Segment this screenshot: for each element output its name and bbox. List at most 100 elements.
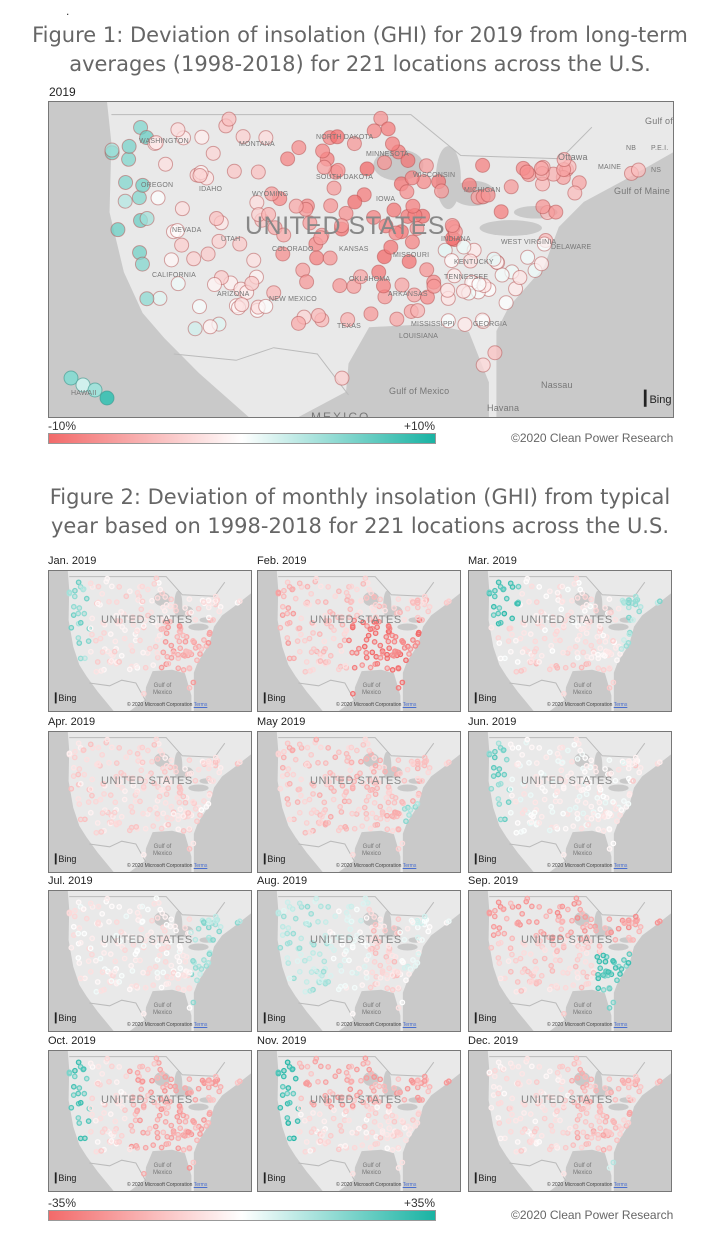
month-location-dot[interactable]	[325, 1064, 332, 1070]
month-location-dot[interactable]	[509, 935, 516, 942]
month-location-dot[interactable]	[588, 654, 595, 661]
month-location-dot[interactable]	[296, 1105, 303, 1112]
month-location-dot[interactable]	[150, 1142, 157, 1149]
location-dot[interactable]	[258, 130, 274, 146]
month-location-dot[interactable]	[414, 924, 421, 931]
month-location-dot[interactable]	[491, 754, 498, 761]
month-location-dot[interactable]	[107, 1111, 114, 1117]
month-location-dot[interactable]	[327, 928, 333, 935]
month-location-dot[interactable]	[491, 913, 498, 920]
month-location-dot[interactable]	[354, 1066, 360, 1073]
month-location-dot[interactable]	[347, 606, 354, 613]
month-location-dot[interactable]	[347, 1086, 354, 1093]
month-location-dot[interactable]	[569, 1077, 575, 1084]
month-location-dot[interactable]	[363, 915, 370, 921]
month-location-dot[interactable]	[129, 1128, 136, 1134]
month-location-dot[interactable]	[354, 1092, 360, 1099]
month-location-dot[interactable]	[636, 928, 643, 935]
month-location-dot[interactable]	[593, 1087, 599, 1094]
month-location-dot[interactable]	[488, 1104, 495, 1111]
month-location-dot[interactable]	[284, 1090, 291, 1097]
month-location-dot[interactable]	[186, 596, 193, 603]
month-location-dot[interactable]	[76, 925, 83, 931]
month-location-dot[interactable]	[573, 736, 580, 743]
month-location-dot[interactable]	[568, 1089, 574, 1096]
month-location-dot[interactable]	[580, 649, 587, 656]
month-location-dot[interactable]	[148, 929, 154, 936]
month-location-dot[interactable]	[289, 586, 296, 592]
month-location-dot[interactable]	[630, 778, 636, 784]
month-location-dot[interactable]	[597, 1125, 604, 1132]
month-location-dot[interactable]	[399, 799, 405, 805]
month-location-dot[interactable]	[290, 1090, 297, 1097]
month-location-dot[interactable]	[364, 580, 371, 586]
month-location-dot[interactable]	[600, 1132, 607, 1138]
month-location-dot[interactable]	[104, 736, 111, 743]
month-location-dot[interactable]	[351, 937, 357, 944]
month-location-dot[interactable]	[138, 926, 145, 933]
month-location-dot[interactable]	[364, 741, 371, 747]
month-location-dot[interactable]	[536, 904, 543, 910]
month-location-dot[interactable]	[567, 965, 573, 972]
month-location-dot[interactable]	[83, 1075, 90, 1082]
terms-link[interactable]: Terms	[193, 702, 208, 708]
month-location-dot[interactable]	[533, 612, 540, 619]
month-location-dot[interactable]	[495, 635, 502, 641]
month-location-dot[interactable]	[371, 639, 378, 645]
month-location-dot[interactable]	[490, 923, 497, 930]
location-dot[interactable]	[205, 145, 221, 161]
month-location-dot[interactable]	[290, 771, 297, 778]
month-location-dot[interactable]	[585, 821, 592, 828]
month-location-dot[interactable]	[602, 799, 609, 806]
month-location-dot[interactable]	[582, 1119, 589, 1125]
location-dot[interactable]	[194, 129, 210, 145]
month-location-dot[interactable]	[236, 1078, 243, 1085]
month-location-dot[interactable]	[583, 762, 590, 769]
month-location-dot[interactable]	[532, 638, 539, 645]
month-location-dot[interactable]	[574, 915, 581, 921]
location-dot[interactable]	[440, 313, 456, 329]
month-location-dot[interactable]	[101, 630, 107, 636]
month-location-dot[interactable]	[496, 960, 503, 966]
month-location-dot[interactable]	[152, 1123, 159, 1130]
month-location-dot[interactable]	[595, 1145, 602, 1152]
month-location-dot[interactable]	[596, 799, 603, 806]
month-location-dot[interactable]	[356, 645, 362, 652]
month-location-dot[interactable]	[151, 900, 158, 907]
month-location-dot[interactable]	[118, 608, 124, 615]
month-location-dot[interactable]	[317, 819, 324, 825]
month-location-dot[interactable]	[326, 938, 332, 944]
month-location-dot[interactable]	[588, 916, 595, 923]
month-location-dot[interactable]	[385, 943, 392, 949]
month-location-dot[interactable]	[571, 741, 578, 748]
month-location-dot[interactable]	[134, 789, 140, 796]
month-location-dot[interactable]	[89, 776, 96, 783]
location-dot[interactable]	[461, 177, 477, 193]
month-location-dot[interactable]	[313, 736, 320, 743]
month-location-dot[interactable]	[495, 899, 502, 906]
month-location-dot[interactable]	[134, 948, 140, 955]
month-location-dot[interactable]	[281, 1067, 287, 1074]
month-map-7[interactable]: UNITED STATES Gulf of Mexico ┃Bing © 2020…	[48, 890, 252, 1032]
month-location-dot[interactable]	[315, 759, 321, 766]
month-location-dot[interactable]	[162, 928, 168, 934]
month-location-dot[interactable]	[509, 792, 515, 799]
month-location-dot[interactable]	[377, 1076, 384, 1083]
month-location-dot[interactable]	[154, 1129, 161, 1136]
month-location-dot[interactable]	[389, 667, 396, 673]
month-location-dot[interactable]	[134, 909, 141, 916]
month-location-dot[interactable]	[335, 1146, 342, 1153]
month-location-dot[interactable]	[384, 826, 391, 833]
month-location-dot[interactable]	[108, 658, 115, 664]
terms-link[interactable]: Terms	[402, 863, 417, 869]
month-location-dot[interactable]	[583, 791, 590, 798]
month-location-dot[interactable]	[364, 1060, 371, 1066]
month-location-dot[interactable]	[275, 750, 282, 757]
month-location-dot[interactable]	[320, 1128, 327, 1135]
month-location-dot[interactable]	[339, 941, 346, 948]
month-location-dot[interactable]	[157, 586, 164, 593]
month-location-dot[interactable]	[113, 1092, 120, 1099]
month-location-dot[interactable]	[606, 596, 613, 603]
month-location-dot[interactable]	[206, 631, 213, 637]
month-location-dot[interactable]	[302, 829, 309, 836]
